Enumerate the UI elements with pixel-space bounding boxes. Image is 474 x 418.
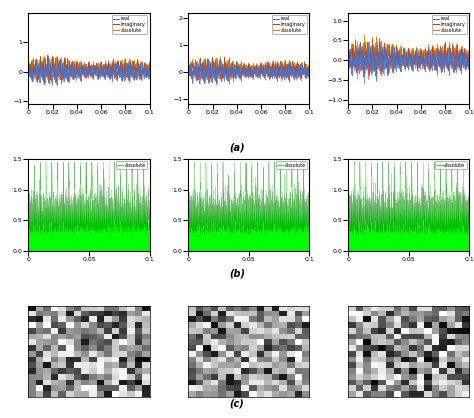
Text: (b): (b) xyxy=(229,269,245,279)
Legend: real, imaginary, absolute: real, imaginary, absolute xyxy=(272,15,307,34)
Legend: absolute: absolute xyxy=(436,161,467,169)
Legend: real, imaginary, absolute: real, imaginary, absolute xyxy=(432,15,467,34)
Text: (a): (a) xyxy=(229,142,245,152)
Legend: real, imaginary, absolute: real, imaginary, absolute xyxy=(112,15,147,34)
Legend: absolute: absolute xyxy=(276,161,307,169)
Text: (c): (c) xyxy=(229,398,245,408)
Legend: absolute: absolute xyxy=(116,161,147,169)
